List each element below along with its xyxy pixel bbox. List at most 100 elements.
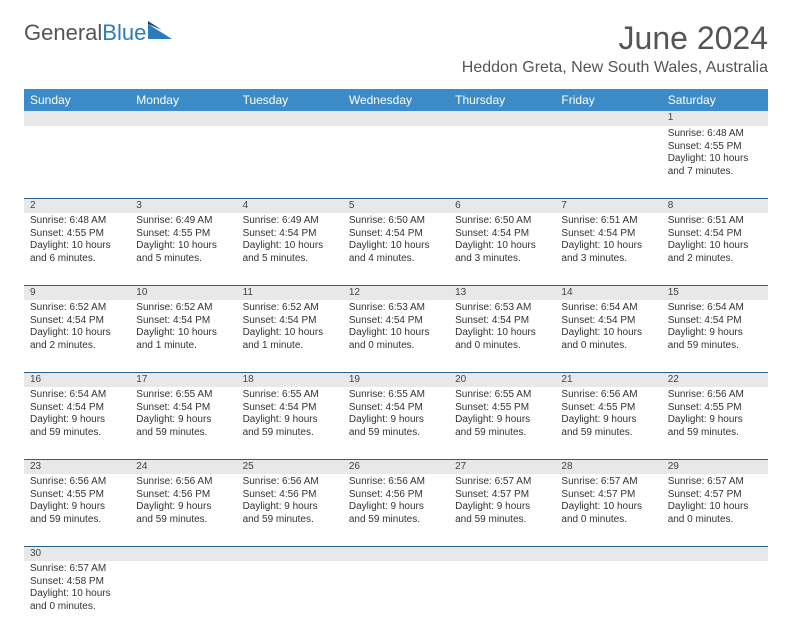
sunrise-text: Sunrise: 6:55 AM: [455, 389, 549, 402]
day-cell: [343, 126, 449, 198]
daylight-text: Daylight: 9 hours and 59 minutes.: [455, 501, 549, 526]
day-number: 7: [555, 198, 661, 213]
daylight-text: Daylight: 9 hours and 59 minutes.: [30, 414, 124, 439]
day-number: [343, 546, 449, 561]
day-cell: Sunrise: 6:54 AMSunset: 4:54 PMDaylight:…: [662, 300, 768, 372]
day-cell: Sunrise: 6:56 AMSunset: 4:56 PMDaylight:…: [130, 474, 236, 546]
sunset-text: Sunset: 4:55 PM: [668, 402, 762, 415]
day-number: 17: [130, 372, 236, 387]
title-block: June 2024 Heddon Greta, New South Wales,…: [462, 20, 768, 77]
calendar-body: 1Sunrise: 6:48 AMSunset: 4:55 PMDaylight…: [24, 111, 768, 633]
weekday-header: Sunday: [24, 89, 130, 111]
day-number: 23: [24, 459, 130, 474]
sunrise-text: Sunrise: 6:52 AM: [136, 302, 230, 315]
sunrise-text: Sunrise: 6:53 AM: [349, 302, 443, 315]
day-number: 22: [662, 372, 768, 387]
week-row: Sunrise: 6:48 AMSunset: 4:55 PMDaylight:…: [24, 126, 768, 198]
day-number: 9: [24, 285, 130, 300]
week-row: Sunrise: 6:56 AMSunset: 4:55 PMDaylight:…: [24, 474, 768, 546]
daynum-row: 1: [24, 111, 768, 126]
daylight-text: Daylight: 10 hours and 0 minutes.: [455, 327, 549, 352]
daynum-row: 16171819202122: [24, 372, 768, 387]
sunset-text: Sunset: 4:54 PM: [349, 315, 443, 328]
sunset-text: Sunset: 4:56 PM: [136, 489, 230, 502]
daylight-text: Daylight: 10 hours and 2 minutes.: [668, 240, 762, 265]
weekday-header: Monday: [130, 89, 236, 111]
day-cell: Sunrise: 6:50 AMSunset: 4:54 PMDaylight:…: [449, 213, 555, 285]
day-cell: [555, 126, 661, 198]
day-number: 2: [24, 198, 130, 213]
daylight-text: Daylight: 9 hours and 59 minutes.: [561, 414, 655, 439]
daylight-text: Daylight: 9 hours and 59 minutes.: [30, 501, 124, 526]
day-cell: Sunrise: 6:57 AMSunset: 4:57 PMDaylight:…: [555, 474, 661, 546]
sunrise-text: Sunrise: 6:55 AM: [136, 389, 230, 402]
daynum-row: 9101112131415: [24, 285, 768, 300]
daylight-text: Daylight: 9 hours and 59 minutes.: [668, 414, 762, 439]
week-row: Sunrise: 6:52 AMSunset: 4:54 PMDaylight:…: [24, 300, 768, 372]
day-number: [555, 546, 661, 561]
day-cell: Sunrise: 6:48 AMSunset: 4:55 PMDaylight:…: [24, 213, 130, 285]
header: GeneralBlue June 2024 Heddon Greta, New …: [24, 20, 768, 77]
sunrise-text: Sunrise: 6:57 AM: [668, 476, 762, 489]
day-number: 16: [24, 372, 130, 387]
daylight-text: Daylight: 10 hours and 3 minutes.: [455, 240, 549, 265]
sunrise-text: Sunrise: 6:54 AM: [30, 389, 124, 402]
daylight-text: Daylight: 10 hours and 0 minutes.: [668, 501, 762, 526]
sunset-text: Sunset: 4:54 PM: [243, 315, 337, 328]
day-number: [662, 546, 768, 561]
logo-text-1: General: [24, 20, 102, 46]
daylight-text: Daylight: 10 hours and 4 minutes.: [349, 240, 443, 265]
sunset-text: Sunset: 4:54 PM: [561, 228, 655, 241]
day-cell: Sunrise: 6:56 AMSunset: 4:55 PMDaylight:…: [662, 387, 768, 459]
sunrise-text: Sunrise: 6:49 AM: [136, 215, 230, 228]
sunrise-text: Sunrise: 6:56 AM: [668, 389, 762, 402]
day-cell: [662, 561, 768, 633]
sunrise-text: Sunrise: 6:55 AM: [243, 389, 337, 402]
day-number: [449, 546, 555, 561]
sunrise-text: Sunrise: 6:50 AM: [455, 215, 549, 228]
sunrise-text: Sunrise: 6:56 AM: [561, 389, 655, 402]
sunset-text: Sunset: 4:54 PM: [136, 315, 230, 328]
day-cell: Sunrise: 6:53 AMSunset: 4:54 PMDaylight:…: [449, 300, 555, 372]
sunset-text: Sunset: 4:55 PM: [455, 402, 549, 415]
day-cell: [343, 561, 449, 633]
daylight-text: Daylight: 10 hours and 7 minutes.: [668, 153, 762, 178]
day-cell: Sunrise: 6:57 AMSunset: 4:57 PMDaylight:…: [662, 474, 768, 546]
day-cell: Sunrise: 6:52 AMSunset: 4:54 PMDaylight:…: [237, 300, 343, 372]
sunrise-text: Sunrise: 6:50 AM: [349, 215, 443, 228]
day-cell: Sunrise: 6:55 AMSunset: 4:55 PMDaylight:…: [449, 387, 555, 459]
day-cell: Sunrise: 6:54 AMSunset: 4:54 PMDaylight:…: [555, 300, 661, 372]
sunset-text: Sunset: 4:54 PM: [455, 315, 549, 328]
day-number: 27: [449, 459, 555, 474]
day-number: 20: [449, 372, 555, 387]
sunset-text: Sunset: 4:55 PM: [136, 228, 230, 241]
sunset-text: Sunset: 4:57 PM: [668, 489, 762, 502]
sunset-text: Sunset: 4:54 PM: [243, 402, 337, 415]
day-cell: Sunrise: 6:56 AMSunset: 4:56 PMDaylight:…: [237, 474, 343, 546]
day-cell: Sunrise: 6:55 AMSunset: 4:54 PMDaylight:…: [130, 387, 236, 459]
day-number: 1: [662, 111, 768, 126]
day-cell: Sunrise: 6:52 AMSunset: 4:54 PMDaylight:…: [130, 300, 236, 372]
daylight-text: Daylight: 10 hours and 1 minute.: [243, 327, 337, 352]
day-cell: [130, 126, 236, 198]
sunrise-text: Sunrise: 6:56 AM: [30, 476, 124, 489]
day-cell: Sunrise: 6:56 AMSunset: 4:55 PMDaylight:…: [555, 387, 661, 459]
sunset-text: Sunset: 4:54 PM: [668, 315, 762, 328]
calendar-table: Sunday Monday Tuesday Wednesday Thursday…: [24, 89, 768, 633]
day-cell: Sunrise: 6:55 AMSunset: 4:54 PMDaylight:…: [343, 387, 449, 459]
daylight-text: Daylight: 9 hours and 59 minutes.: [136, 414, 230, 439]
week-row: Sunrise: 6:48 AMSunset: 4:55 PMDaylight:…: [24, 213, 768, 285]
day-number: 14: [555, 285, 661, 300]
weekday-header: Thursday: [449, 89, 555, 111]
day-cell: [555, 561, 661, 633]
sunset-text: Sunset: 4:54 PM: [561, 315, 655, 328]
daylight-text: Daylight: 10 hours and 2 minutes.: [30, 327, 124, 352]
sunrise-text: Sunrise: 6:54 AM: [561, 302, 655, 315]
day-cell: Sunrise: 6:49 AMSunset: 4:55 PMDaylight:…: [130, 213, 236, 285]
day-cell: [24, 126, 130, 198]
day-number: 3: [130, 198, 236, 213]
sunrise-text: Sunrise: 6:57 AM: [455, 476, 549, 489]
daylight-text: Daylight: 9 hours and 59 minutes.: [349, 501, 443, 526]
day-number: 8: [662, 198, 768, 213]
day-number: 5: [343, 198, 449, 213]
